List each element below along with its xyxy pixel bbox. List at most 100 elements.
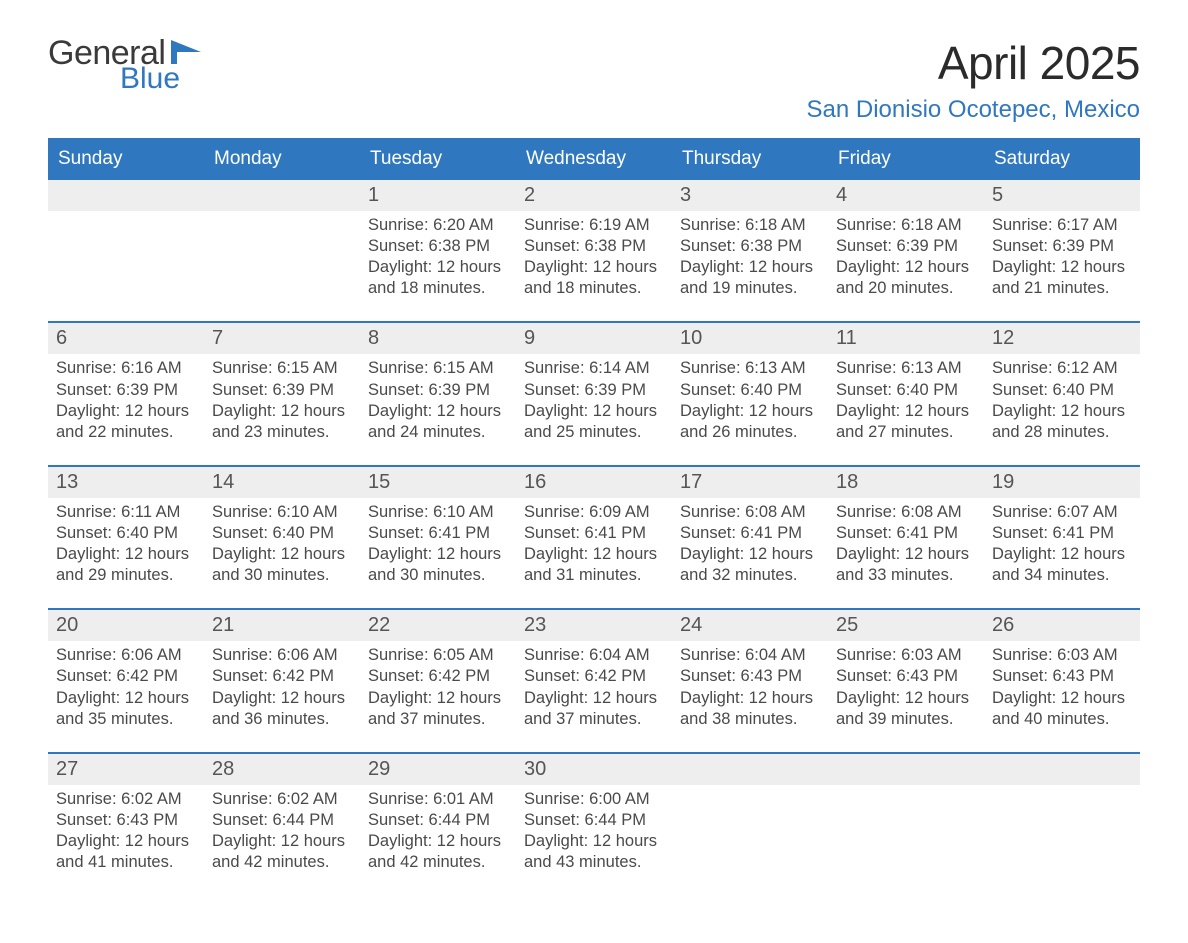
day-cell [828, 785, 984, 895]
day-number: 13 [48, 467, 204, 498]
page-title: April 2025 [807, 36, 1141, 90]
sunset-line: Sunset: 6:40 PM [56, 523, 196, 544]
sunrise-line: Sunrise: 6:10 AM [212, 502, 352, 523]
daylight-line: Daylight: 12 hours and 18 minutes. [524, 257, 664, 299]
sunrise-line: Sunrise: 6:08 AM [680, 502, 820, 523]
sunset-line: Sunset: 6:39 PM [368, 380, 508, 401]
day-cell [984, 785, 1140, 895]
sunrise-line: Sunrise: 6:03 AM [992, 645, 1132, 666]
day-cell: Sunrise: 6:19 AMSunset: 6:38 PMDaylight:… [516, 211, 672, 321]
day-cell: Sunrise: 6:07 AMSunset: 6:41 PMDaylight:… [984, 498, 1140, 608]
sunrise-line: Sunrise: 6:11 AM [56, 502, 196, 523]
sunrise-line: Sunrise: 6:18 AM [836, 215, 976, 236]
day-cell: Sunrise: 6:17 AMSunset: 6:39 PMDaylight:… [984, 211, 1140, 321]
day-cell [204, 211, 360, 321]
sunset-line: Sunset: 6:41 PM [524, 523, 664, 544]
daylight-line: Daylight: 12 hours and 27 minutes. [836, 401, 976, 443]
brand-logo: General Blue [48, 36, 205, 94]
day-number-row: 13141516171819 [48, 467, 1140, 498]
daylight-line: Daylight: 12 hours and 20 minutes. [836, 257, 976, 299]
daylight-line: Daylight: 12 hours and 33 minutes. [836, 544, 976, 586]
day-number: 1 [360, 180, 516, 211]
sunrise-line: Sunrise: 6:07 AM [992, 502, 1132, 523]
sunset-line: Sunset: 6:43 PM [680, 666, 820, 687]
day-of-week-header: Monday [204, 140, 360, 180]
sunset-line: Sunset: 6:43 PM [992, 666, 1132, 687]
day-cell: Sunrise: 6:02 AMSunset: 6:44 PMDaylight:… [204, 785, 360, 895]
sunset-line: Sunset: 6:44 PM [212, 810, 352, 831]
daylight-line: Daylight: 12 hours and 25 minutes. [524, 401, 664, 443]
day-number: 12 [984, 323, 1140, 354]
day-number: 19 [984, 467, 1140, 498]
sunrise-line: Sunrise: 6:17 AM [992, 215, 1132, 236]
sunrise-line: Sunrise: 6:10 AM [368, 502, 508, 523]
sunset-line: Sunset: 6:39 PM [836, 236, 976, 257]
day-cell: Sunrise: 6:09 AMSunset: 6:41 PMDaylight:… [516, 498, 672, 608]
daylight-line: Daylight: 12 hours and 21 minutes. [992, 257, 1132, 299]
day-number: 5 [984, 180, 1140, 211]
daylight-line: Daylight: 12 hours and 19 minutes. [680, 257, 820, 299]
sunrise-line: Sunrise: 6:00 AM [524, 789, 664, 810]
day-body-row: Sunrise: 6:02 AMSunset: 6:43 PMDaylight:… [48, 785, 1140, 895]
sunrise-line: Sunrise: 6:06 AM [56, 645, 196, 666]
calendar-week: 27282930Sunrise: 6:02 AMSunset: 6:43 PMD… [48, 752, 1140, 895]
sunset-line: Sunset: 6:41 PM [368, 523, 508, 544]
daylight-line: Daylight: 12 hours and 23 minutes. [212, 401, 352, 443]
day-cell: Sunrise: 6:15 AMSunset: 6:39 PMDaylight:… [360, 354, 516, 464]
daylight-line: Daylight: 12 hours and 39 minutes. [836, 688, 976, 730]
day-of-week-header-row: SundayMondayTuesdayWednesdayThursdayFrid… [48, 140, 1140, 180]
sunrise-line: Sunrise: 6:04 AM [524, 645, 664, 666]
day-number-row: 6789101112 [48, 323, 1140, 354]
page-subtitle: San Dionisio Ocotepec, Mexico [807, 96, 1141, 124]
daylight-line: Daylight: 12 hours and 18 minutes. [368, 257, 508, 299]
day-cell: Sunrise: 6:02 AMSunset: 6:43 PMDaylight:… [48, 785, 204, 895]
day-number: 11 [828, 323, 984, 354]
sunset-line: Sunset: 6:41 PM [680, 523, 820, 544]
sunset-line: Sunset: 6:39 PM [212, 380, 352, 401]
daylight-line: Daylight: 12 hours and 29 minutes. [56, 544, 196, 586]
day-of-week-header: Wednesday [516, 140, 672, 180]
day-cell: Sunrise: 6:18 AMSunset: 6:38 PMDaylight:… [672, 211, 828, 321]
day-cell: Sunrise: 6:08 AMSunset: 6:41 PMDaylight:… [828, 498, 984, 608]
day-number: 14 [204, 467, 360, 498]
day-number: 2 [516, 180, 672, 211]
day-cell [672, 785, 828, 895]
day-of-week-header: Tuesday [360, 140, 516, 180]
day-cell: Sunrise: 6:01 AMSunset: 6:44 PMDaylight:… [360, 785, 516, 895]
sunrise-line: Sunrise: 6:19 AM [524, 215, 664, 236]
daylight-line: Daylight: 12 hours and 41 minutes. [56, 831, 196, 873]
day-cell: Sunrise: 6:06 AMSunset: 6:42 PMDaylight:… [48, 641, 204, 751]
day-number: 25 [828, 610, 984, 641]
day-of-week-header: Friday [828, 140, 984, 180]
day-number [204, 180, 360, 211]
sunrise-line: Sunrise: 6:04 AM [680, 645, 820, 666]
daylight-line: Daylight: 12 hours and 35 minutes. [56, 688, 196, 730]
calendar-page: General Blue April 2025 San Dionisio Oco… [0, 0, 1188, 943]
daylight-line: Daylight: 12 hours and 37 minutes. [368, 688, 508, 730]
day-number: 27 [48, 754, 204, 785]
day-number: 30 [516, 754, 672, 785]
day-number: 28 [204, 754, 360, 785]
day-number: 18 [828, 467, 984, 498]
sunrise-line: Sunrise: 6:05 AM [368, 645, 508, 666]
daylight-line: Daylight: 12 hours and 34 minutes. [992, 544, 1132, 586]
sunrise-line: Sunrise: 6:02 AM [56, 789, 196, 810]
calendar-week: 13141516171819Sunrise: 6:11 AMSunset: 6:… [48, 465, 1140, 608]
day-body-row: Sunrise: 6:16 AMSunset: 6:39 PMDaylight:… [48, 354, 1140, 464]
day-number: 4 [828, 180, 984, 211]
sunset-line: Sunset: 6:40 PM [836, 380, 976, 401]
day-number: 8 [360, 323, 516, 354]
day-cell: Sunrise: 6:11 AMSunset: 6:40 PMDaylight:… [48, 498, 204, 608]
day-body-row: Sunrise: 6:20 AMSunset: 6:38 PMDaylight:… [48, 211, 1140, 321]
day-cell: Sunrise: 6:04 AMSunset: 6:42 PMDaylight:… [516, 641, 672, 751]
day-of-week-header: Thursday [672, 140, 828, 180]
sunrise-line: Sunrise: 6:13 AM [680, 358, 820, 379]
sunset-line: Sunset: 6:43 PM [56, 810, 196, 831]
day-number: 23 [516, 610, 672, 641]
day-cell: Sunrise: 6:05 AMSunset: 6:42 PMDaylight:… [360, 641, 516, 751]
sunset-line: Sunset: 6:38 PM [368, 236, 508, 257]
day-cell: Sunrise: 6:03 AMSunset: 6:43 PMDaylight:… [984, 641, 1140, 751]
sunrise-line: Sunrise: 6:20 AM [368, 215, 508, 236]
day-number-row: 27282930 [48, 754, 1140, 785]
day-cell: Sunrise: 6:15 AMSunset: 6:39 PMDaylight:… [204, 354, 360, 464]
